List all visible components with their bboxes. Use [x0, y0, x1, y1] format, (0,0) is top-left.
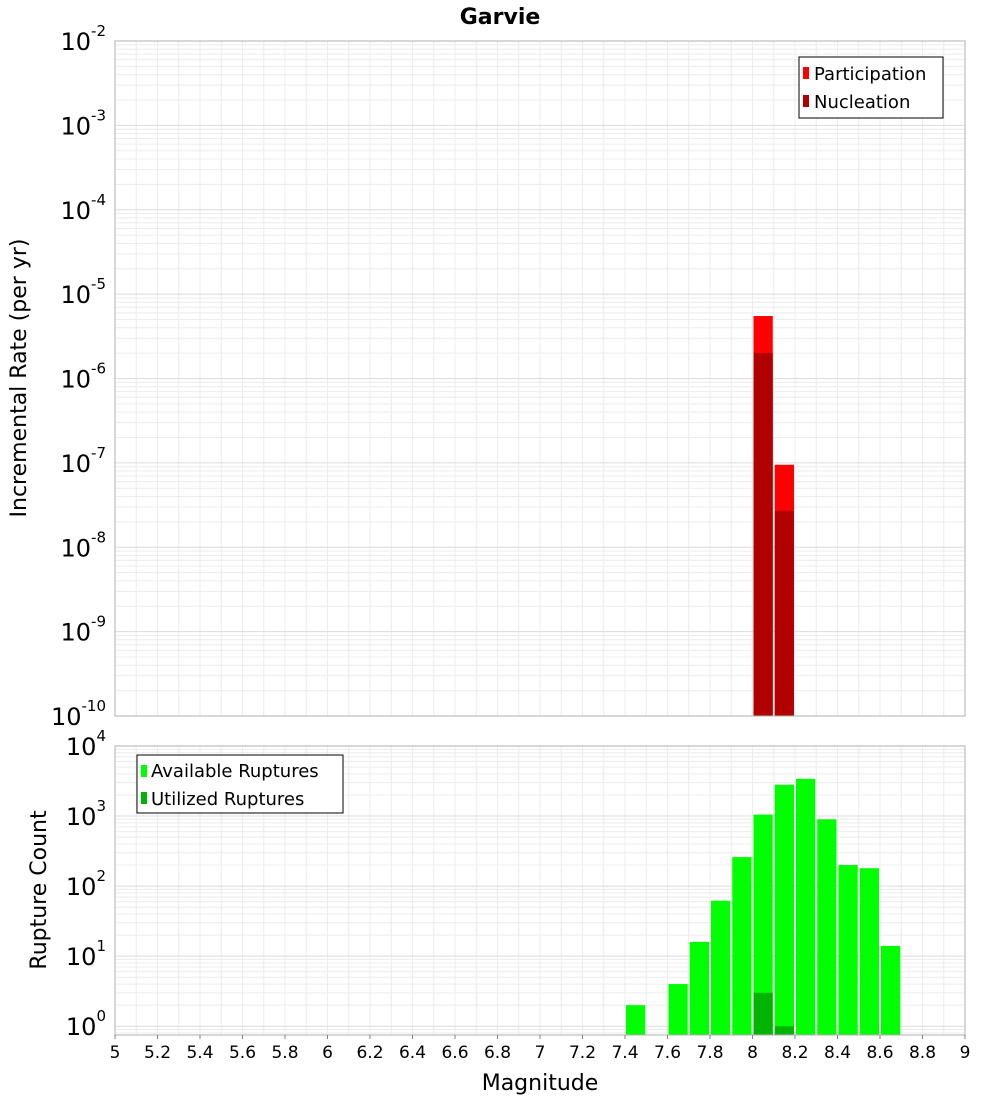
bottom-panel: 100 101 102 103 104 5 5.2 5.4 5.6 5.8 6 6.2 6.4 6.6 6… [27, 727, 970, 1096]
count-bar-available-ruptures [881, 945, 901, 1035]
top-panel: 10-10 10-9 10-8 10-7 10-6 10-5 10-4 10-3 10-2 In… [7, 22, 966, 731]
x-tick-label: 5 [110, 1043, 121, 1063]
count-bar-available-ruptures [774, 784, 794, 1035]
bottom-y-axis-label: Rupture Count [27, 810, 52, 970]
legend-swatch-available [141, 765, 147, 777]
x-tick-label: 6.2 [356, 1043, 383, 1063]
x-tick-label: 7 [535, 1043, 546, 1063]
count-bar-utilized-ruptures [753, 992, 773, 1035]
x-tick-label: 5.6 [229, 1043, 256, 1063]
bottom-y-ticks: 100 101 102 103 104 [66, 727, 106, 1041]
count-bar-available-ruptures [817, 819, 837, 1035]
top-y-axis-label: Incremental Rate (per yr) [7, 239, 32, 518]
count-bar-available-ruptures [689, 941, 709, 1035]
top-legend-box [798, 56, 944, 119]
y-tick-label: 104 [66, 727, 106, 761]
y-tick-label: 10-9 [60, 613, 106, 647]
count-bar-utilized-ruptures [774, 1026, 794, 1035]
x-tick-label: 6.6 [441, 1043, 468, 1063]
legend-label-participation: Participation [814, 64, 926, 85]
count-bar-available-ruptures [668, 984, 688, 1035]
rate-bar-nucleation [753, 353, 773, 716]
y-tick-label: 103 [66, 797, 106, 831]
x-tick-label: 7.2 [569, 1043, 596, 1063]
x-tick-label: 6 [322, 1043, 333, 1063]
legend-swatch-participation [803, 67, 809, 79]
count-bar-available-ruptures [626, 1005, 646, 1035]
top-grid [114, 40, 966, 717]
chart-title: Garvie [460, 5, 541, 30]
count-bar-available-ruptures [753, 814, 773, 1035]
y-tick-label: 10-8 [60, 528, 106, 562]
y-tick-label: 10-5 [60, 275, 106, 309]
x-tick-label: 8.6 [866, 1043, 893, 1063]
legend-swatch-nucleation [803, 95, 809, 107]
top-bars [753, 316, 794, 716]
x-tick-label: 6.4 [399, 1043, 426, 1063]
legend-label-utilized: Utilized Ruptures [151, 789, 304, 810]
x-tick-label: 8.8 [909, 1043, 936, 1063]
x-ticks: 5 5.2 5.4 5.6 5.8 6 6.2 6.4 6.6 6.8 7 7.2 7.4 7.6 7.8 8… [110, 1035, 971, 1063]
x-tick-label: 7.6 [654, 1043, 681, 1063]
x-tick-label: 8.2 [781, 1043, 808, 1063]
top-y-ticks: 10-10 10-9 10-8 10-7 10-6 10-5 10-4 10-3 10-2 [51, 22, 106, 731]
y-tick-label: 100 [66, 1007, 106, 1041]
y-tick-label: 10-4 [60, 191, 106, 225]
legend-label-nucleation: Nucleation [814, 92, 910, 113]
top-legend: Participation Nucleation [798, 56, 944, 119]
x-tick-label: 8.4 [824, 1043, 851, 1063]
y-tick-label: 10-7 [60, 444, 106, 478]
bottom-legend-box [136, 754, 344, 814]
y-tick-label: 10-2 [60, 22, 106, 56]
y-tick-label: 10-6 [60, 360, 106, 394]
x-tick-label: 8 [747, 1043, 758, 1063]
y-tick-label: 101 [66, 937, 106, 971]
count-bar-available-ruptures [838, 865, 858, 1035]
x-axis-label: Magnitude [482, 1071, 599, 1096]
count-bar-available-ruptures [732, 857, 752, 1035]
y-tick-label: 102 [66, 867, 106, 901]
x-tick-label: 7.4 [611, 1043, 638, 1063]
legend-swatch-utilized [141, 792, 147, 804]
rate-bar-nucleation [774, 510, 794, 716]
x-tick-label: 7.8 [696, 1043, 723, 1063]
bottom-legend: Available Ruptures Utilized Ruptures [136, 754, 344, 814]
y-tick-label: 10-3 [60, 106, 106, 140]
bottom-grid [114, 745, 966, 1035]
count-bar-available-ruptures [859, 868, 879, 1035]
count-bar-available-ruptures [711, 900, 731, 1035]
legend-label-available: Available Ruptures [151, 761, 319, 782]
x-tick-label: 5.2 [144, 1043, 171, 1063]
x-tick-label: 9 [960, 1043, 971, 1063]
top-plot-border [114, 40, 966, 717]
y-tick-label: 10-10 [51, 697, 106, 731]
bottom-bars [626, 778, 901, 1035]
x-tick-label: 5.4 [186, 1043, 213, 1063]
count-bar-available-ruptures [796, 778, 816, 1035]
x-tick-label: 6.8 [484, 1043, 511, 1063]
x-tick-label: 5.8 [271, 1043, 298, 1063]
